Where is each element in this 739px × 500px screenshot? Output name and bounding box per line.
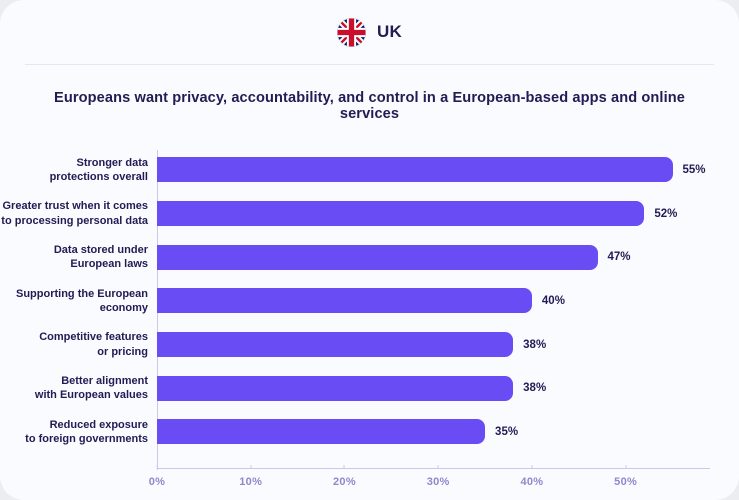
bar-track: 38% [157, 332, 710, 358]
bar-track: 40% [157, 288, 710, 314]
bar-track: 55% [157, 157, 710, 183]
chart-row: Competitive features or pricing 38% [0, 323, 710, 367]
x-tick: 50% [614, 464, 638, 488]
x-axis: 0% 10% 20% 30% 40% 50% [149, 464, 710, 498]
bar[interactable] [157, 419, 486, 445]
category-label: Competitive features or pricing [39, 331, 148, 358]
bar-chart: Stronger data protections overall 55% Grea… [0, 148, 739, 498]
bar[interactable] [157, 332, 514, 358]
chart-row: Better alignment with European values 38% [0, 366, 710, 410]
x-tick-mark [250, 464, 252, 469]
x-tick-label: 30% [426, 475, 450, 488]
value-label: 38% [523, 382, 547, 395]
header-divider [25, 64, 714, 65]
bar[interactable] [157, 375, 514, 401]
x-tick: 30% [426, 464, 450, 488]
bar-track: 52% [157, 201, 710, 227]
x-tick-mark [437, 464, 439, 469]
uk-flag-icon [337, 17, 367, 47]
chart-rows: Stronger data protections overall 55% Grea… [0, 148, 710, 454]
value-label: 55% [682, 163, 706, 176]
chart-row: Reduced exposure to foreign governments 3… [0, 410, 710, 454]
category-label: Greater trust when it comes to processin… [1, 200, 148, 227]
x-tick-mark [156, 464, 158, 469]
bar-track: 47% [157, 244, 710, 270]
value-label: 40% [541, 294, 565, 307]
bar[interactable] [157, 288, 532, 314]
x-tick-mark [343, 464, 345, 469]
bar[interactable] [157, 201, 645, 227]
value-label: 35% [495, 425, 519, 438]
category-label: Stronger data protections overall [49, 156, 148, 183]
x-tick: 40% [520, 464, 544, 488]
category-label: Supporting the European economy [16, 287, 148, 314]
x-tick-label: 50% [614, 475, 638, 488]
axis-spacer [0, 468, 148, 498]
x-tick: 20% [332, 464, 356, 488]
value-label: 52% [654, 207, 678, 220]
chart-row: Data stored under European laws 47% [0, 235, 710, 279]
country-label: UK [377, 22, 402, 41]
bar[interactable] [157, 157, 673, 183]
category-label: Data stored under European laws [53, 243, 148, 271]
bar-track: 38% [157, 375, 710, 401]
category-label: Reduced exposure to foreign governments [25, 418, 148, 445]
x-tick-mark [531, 464, 533, 469]
bar-track: 35% [157, 419, 710, 445]
x-tick-label: 20% [332, 475, 356, 488]
x-axis-row: 0% 10% 20% 30% 40% 50% [0, 464, 710, 498]
chart-title: Europeans want privacy, accountability, … [54, 90, 685, 122]
category-label: Better alignment with European values [34, 374, 148, 402]
country-selector[interactable]: UK [0, 0, 739, 64]
x-tick: 0% [148, 464, 166, 488]
chart-row: Greater trust when it comes to processin… [0, 192, 710, 236]
chart-row: Stronger data protections overall 55% [0, 148, 710, 192]
value-label: 38% [523, 338, 547, 351]
x-tick-label: 0% [148, 475, 166, 488]
bar[interactable] [157, 244, 598, 270]
x-tick-label: 10% [239, 475, 263, 488]
value-label: 47% [607, 251, 631, 264]
chart-row: Supporting the European economy 40% [0, 279, 710, 323]
x-tick-label: 40% [520, 475, 544, 488]
x-tick: 10% [239, 464, 263, 488]
x-tick-mark [625, 464, 627, 469]
